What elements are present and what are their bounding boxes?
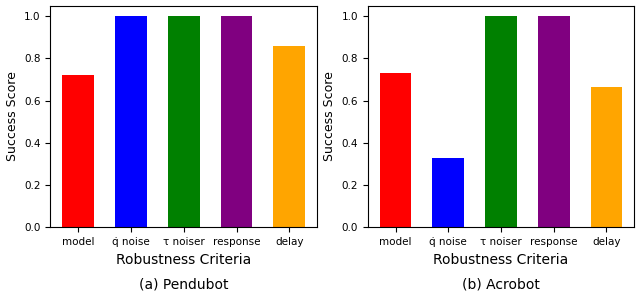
Y-axis label: Success Score: Success Score <box>323 72 336 161</box>
Bar <box>221 16 252 228</box>
Y-axis label: Success Score: Success Score <box>6 72 19 161</box>
Bar <box>591 87 622 228</box>
Bar <box>115 16 147 228</box>
Bar <box>380 73 412 228</box>
Text: (a) Pendubot: (a) Pendubot <box>139 277 228 291</box>
X-axis label: Robustness Criteria: Robustness Criteria <box>433 253 568 267</box>
Bar <box>538 16 570 228</box>
Bar <box>433 158 464 228</box>
Bar <box>168 16 200 228</box>
Text: (b) Acrobot: (b) Acrobot <box>462 277 540 291</box>
X-axis label: Robustness Criteria: Robustness Criteria <box>116 253 252 267</box>
Bar <box>273 46 305 228</box>
Bar <box>485 16 517 228</box>
Bar <box>63 75 94 228</box>
